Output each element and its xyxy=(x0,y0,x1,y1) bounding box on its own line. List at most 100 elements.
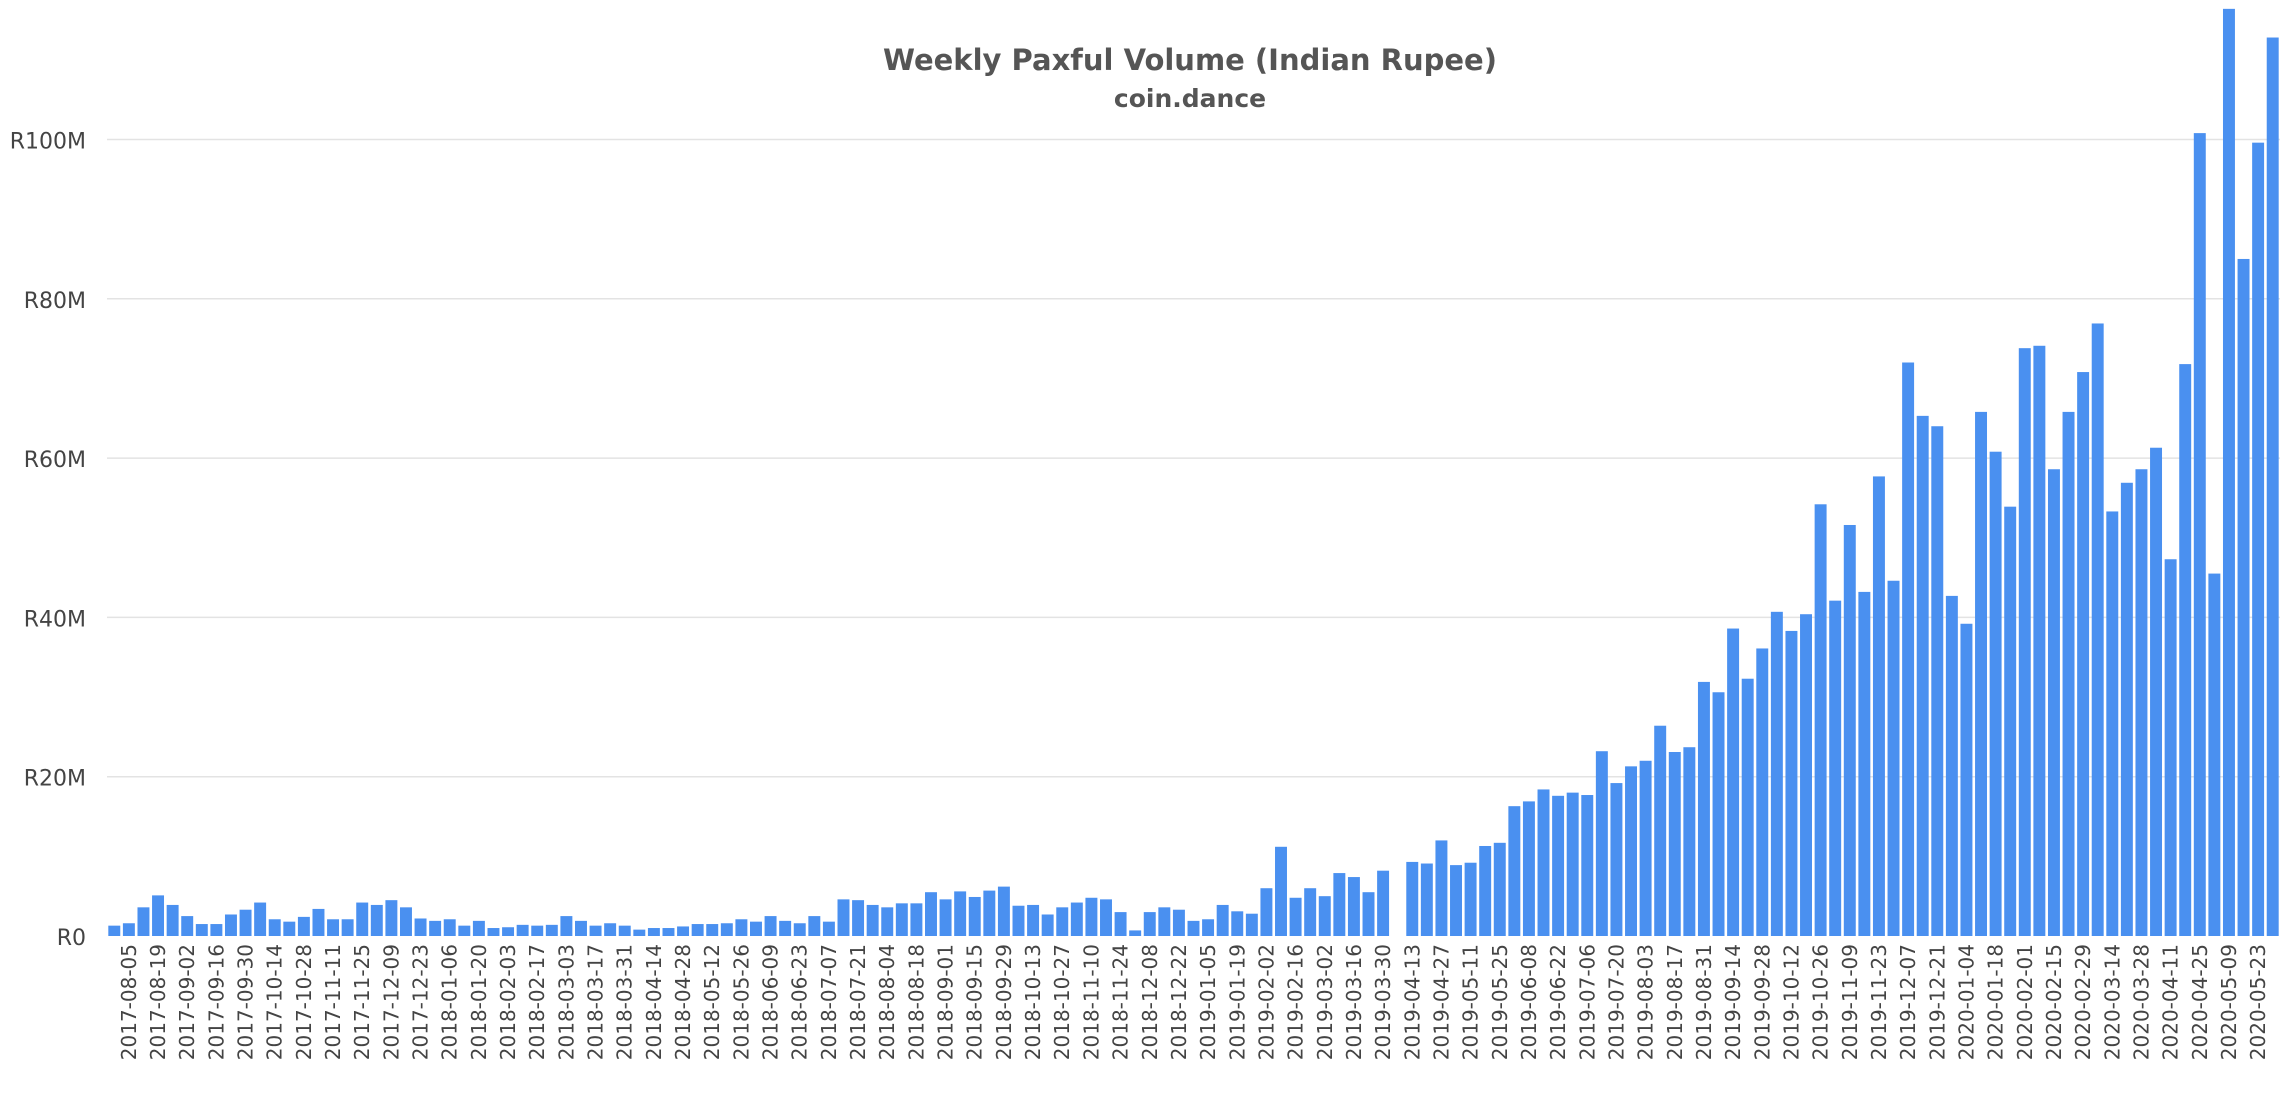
x-tick-label: 2020-04-11 xyxy=(2159,944,2183,1060)
bar-2018-03-03 xyxy=(560,916,573,936)
x-tick-label: 2019-08-31 xyxy=(1692,944,1716,1060)
bar-2019-03-30 xyxy=(1377,870,1390,936)
x-tick-label: 2018-11-24 xyxy=(1109,944,1133,1060)
bar-2020-01-25 xyxy=(2004,506,2017,936)
bar-2020-01-11 xyxy=(1975,411,1988,936)
x-tick-label: 2019-05-11 xyxy=(1459,944,1483,1060)
x-tick-label: 2019-11-09 xyxy=(1838,944,1862,1060)
bar-2018-08-25 xyxy=(925,892,937,936)
x-tick-label: 2018-12-22 xyxy=(1167,944,1191,1060)
bar-2020-05-09 xyxy=(2222,8,2235,937)
bar-2018-06-23 xyxy=(793,923,806,936)
bar-2020-01-04 xyxy=(1960,623,1973,936)
bar-2017-09-30 xyxy=(239,909,252,936)
bar-2017-12-02 xyxy=(370,904,383,936)
bar-2020-05-16 xyxy=(2237,258,2250,937)
bar-2018-10-06 xyxy=(1012,905,1025,936)
bar-2018-12-15 xyxy=(1158,907,1171,936)
y-tick-label: R60M xyxy=(24,448,86,473)
x-tick-label: 2020-03-14 xyxy=(2100,944,2124,1060)
x-tick-label: 2019-05-25 xyxy=(1488,944,1512,1060)
bar-2019-08-10 xyxy=(1654,725,1667,936)
x-tick-label: 2018-07-21 xyxy=(846,944,870,1060)
bar-2018-01-27 xyxy=(487,928,500,936)
y-tick-label: R20M xyxy=(24,767,86,792)
bar-2018-06-30 xyxy=(808,916,821,936)
x-tick-label: 2019-01-19 xyxy=(1225,944,1249,1060)
bar-2019-01-19 xyxy=(1231,911,1244,936)
bar-2018-05-26 xyxy=(735,919,748,936)
bar-2019-06-22 xyxy=(1552,795,1565,936)
bar-2019-08-24 xyxy=(1683,747,1696,936)
bar-2019-08-17 xyxy=(1668,752,1681,936)
bar-2019-10-05 xyxy=(1770,611,1783,936)
bar-2018-11-24 xyxy=(1114,912,1127,936)
x-tick-label: 2018-12-08 xyxy=(1138,944,1162,1060)
y-tick-label: R80M xyxy=(24,289,86,314)
bar-2018-06-09 xyxy=(764,916,777,936)
bar-2018-10-20 xyxy=(1041,914,1054,936)
bar-2019-07-13 xyxy=(1595,751,1608,936)
x-tick-label: 2019-11-23 xyxy=(1867,944,1891,1060)
bar-2019-01-26 xyxy=(1245,913,1258,936)
bar-2018-01-20 xyxy=(472,920,485,936)
bar-2019-02-09 xyxy=(1275,846,1287,936)
bar-2019-06-29 xyxy=(1566,792,1579,936)
x-tick-label: 2017-09-30 xyxy=(234,944,258,1060)
x-tick-label: 2019-08-17 xyxy=(1663,944,1687,1060)
bar-2019-05-11 xyxy=(1464,862,1477,936)
x-tick-label: 2018-05-26 xyxy=(729,944,753,1060)
bar-2019-07-20 xyxy=(1610,783,1623,936)
bar-2018-02-17 xyxy=(531,925,544,936)
bar-2019-08-03 xyxy=(1639,760,1652,936)
bar-2018-04-28 xyxy=(677,926,690,936)
bar-2017-12-16 xyxy=(399,907,412,936)
bar-2020-04-04 xyxy=(2150,447,2163,936)
bar-2017-08-19 xyxy=(152,895,165,936)
bar-2017-08-12 xyxy=(137,907,150,936)
bar-2019-06-08 xyxy=(1522,801,1535,936)
x-tick-label: 2018-02-17 xyxy=(525,944,549,1060)
x-tick-label: 2018-05-12 xyxy=(700,944,724,1060)
bar-2018-04-07 xyxy=(633,929,646,936)
x-tick-label: 2018-09-15 xyxy=(963,944,987,1060)
bar-2017-09-02 xyxy=(181,916,194,936)
bar-2019-05-04 xyxy=(1450,865,1462,936)
x-tick-label: 2018-10-27 xyxy=(1050,944,1074,1060)
bar-2018-12-01 xyxy=(1129,930,1142,936)
bar-2017-07-29 xyxy=(108,925,121,936)
x-tick-label: 2019-03-02 xyxy=(1313,944,1337,1060)
bar-2018-04-21 xyxy=(662,928,675,936)
bar-2019-02-16 xyxy=(1289,897,1302,936)
bar-2018-08-04 xyxy=(881,907,894,936)
bar-2018-02-24 xyxy=(545,924,558,936)
bar-2018-08-18 xyxy=(910,903,923,936)
x-tick-label: 2017-10-28 xyxy=(292,944,316,1060)
bar-2017-09-09 xyxy=(195,924,208,936)
y-tick-label: R0 xyxy=(57,926,86,951)
bar-2018-05-05 xyxy=(691,924,704,936)
chart-title: Weekly Paxful Volume (Indian Rupee) xyxy=(883,43,1497,77)
bar-2018-05-12 xyxy=(706,924,719,936)
bar-2020-05-02 xyxy=(2208,573,2221,936)
x-tick-label: 2019-01-05 xyxy=(1196,944,1220,1060)
bar-2018-07-21 xyxy=(852,900,865,936)
bar-2018-07-07 xyxy=(822,921,835,936)
bar-2019-09-21 xyxy=(1741,678,1754,936)
bar-2018-10-27 xyxy=(1056,907,1069,936)
bar-2019-10-26 xyxy=(1814,504,1827,936)
bar-2018-04-14 xyxy=(647,928,660,936)
bar-2017-09-23 xyxy=(224,914,237,936)
bar-2019-05-18 xyxy=(1479,845,1492,936)
bar-2019-02-02 xyxy=(1260,888,1273,936)
bars xyxy=(108,8,2279,937)
x-tick-label: 2020-03-28 xyxy=(2129,944,2153,1060)
x-tick-label: 2020-02-01 xyxy=(2013,944,2037,1060)
bar-2019-03-09 xyxy=(1333,873,1346,936)
bar-2018-06-16 xyxy=(779,920,792,936)
x-tick-label: 2019-12-07 xyxy=(1896,944,1920,1060)
x-tick-label: 2018-04-28 xyxy=(671,944,695,1060)
x-tick-label: 2019-03-16 xyxy=(1342,944,1366,1060)
x-tick-label: 2018-09-29 xyxy=(992,944,1016,1060)
bar-2019-12-14 xyxy=(1916,415,1929,936)
